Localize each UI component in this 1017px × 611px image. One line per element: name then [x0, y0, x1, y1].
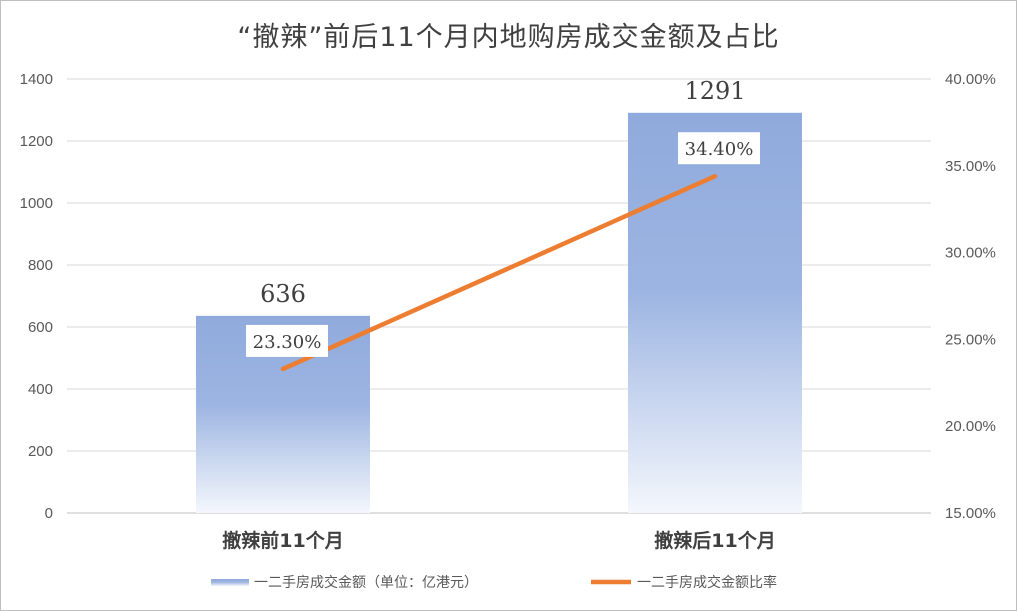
bar	[628, 112, 802, 513]
ratio-label-bg	[246, 324, 328, 357]
y-right-tick-label: 35.00%	[945, 158, 996, 175]
y-right-tick-label: 40.00%	[945, 71, 996, 88]
chart-title: “撤辣”前后11个月内地购房成交金额及占比	[237, 22, 780, 53]
bar-value-label: 1291	[684, 77, 745, 105]
ratio-line	[280, 173, 718, 372]
ratio-value-label: 23.30%	[253, 332, 322, 353]
y-right-tick-label: 15.00%	[945, 505, 996, 522]
y-right-tick-label: 25.00%	[945, 331, 996, 348]
y-left-tick-label: 400	[28, 381, 53, 398]
bar-value-label: 636	[260, 280, 306, 308]
y-right-tick-label: 30.00%	[945, 245, 996, 262]
y-left-tick-label: 1200	[20, 133, 53, 150]
ratio-value-label: 34.40%	[685, 139, 754, 160]
y-left-tick-label: 600	[28, 319, 53, 336]
ratio-label-bg	[678, 132, 760, 165]
y-left-tick-label: 200	[28, 443, 53, 460]
x-category-label: 撤辣前11个月	[222, 529, 343, 552]
y-left-tick-label: 1400	[20, 71, 53, 88]
y-right-tick-label: 20.00%	[945, 418, 996, 435]
y-left-tick-label: 0	[45, 505, 53, 522]
legend-bar-swatch	[211, 579, 249, 586]
x-category-label: 撤辣后11个月	[654, 529, 775, 552]
y-left-tick-label: 800	[28, 257, 53, 274]
legend-bar-label: 一二手房成交金额（单位：亿港元）	[254, 574, 478, 591]
y-left-tick-label: 1000	[20, 195, 53, 212]
legend-line-label: 一二手房成交金额比率	[637, 574, 777, 591]
